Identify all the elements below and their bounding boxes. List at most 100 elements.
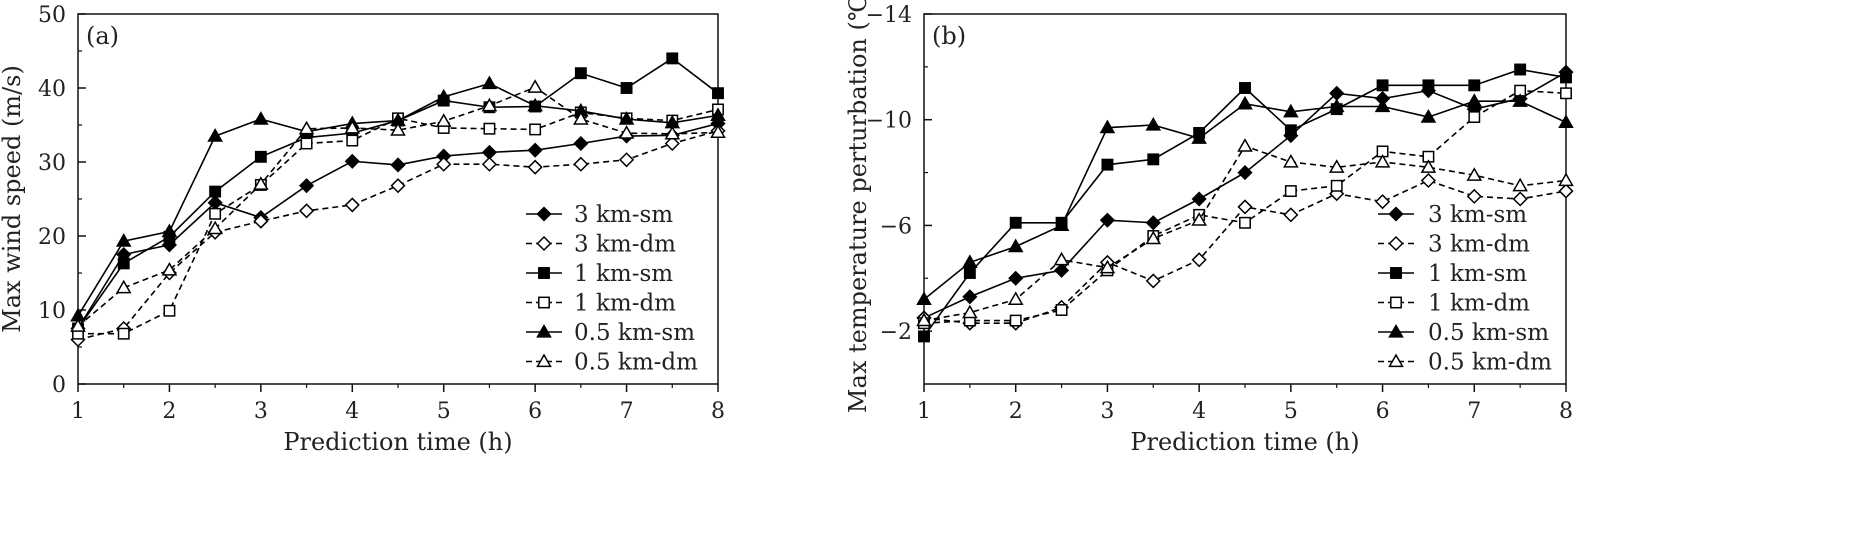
data-point-3-km-sm xyxy=(1191,191,1207,207)
legend-marker xyxy=(1388,235,1404,252)
x-tick-label: 8 xyxy=(711,399,725,424)
data-point-0-5-km-dm xyxy=(344,119,361,134)
data-point-1-km-sm xyxy=(1422,79,1435,92)
data-point-3-km-sm xyxy=(1054,262,1070,278)
legend-label: 3 km-sm xyxy=(1428,202,1527,228)
data-point-1-km-sm xyxy=(963,267,976,279)
data-point-0-5-km-sm xyxy=(962,254,978,269)
series-0-5-km-dm xyxy=(916,138,1574,327)
x-tick-label: 4 xyxy=(1192,399,1206,424)
x-tick-label: 5 xyxy=(437,399,451,424)
data-point-0-5-km-dm xyxy=(618,125,635,139)
data-point-0-5-km-sm xyxy=(481,75,498,90)
series-0-5-km-sm xyxy=(916,93,1574,306)
data-point-3-km-dm xyxy=(390,178,406,194)
data-point-3-km-dm xyxy=(1145,273,1161,289)
data-point-0-5-km-sm xyxy=(1328,98,1345,113)
legend-marker xyxy=(536,235,552,252)
series-0-5-km-dm xyxy=(70,79,726,332)
data-point-3-km-sm xyxy=(344,153,360,169)
data-point-0-5-km-dm xyxy=(1420,159,1437,173)
data-point-3-km-sm xyxy=(1099,212,1115,228)
data-point-0-5-km-sm xyxy=(161,223,178,238)
y-tick-label: −14 xyxy=(866,3,912,28)
data-point-0-5-km-sm xyxy=(527,97,543,112)
x-tick-label: 6 xyxy=(528,399,542,424)
legend-label: 1 km-sm xyxy=(574,261,673,287)
data-point-0-5-km-dm xyxy=(70,318,86,332)
y-tick-label: 10 xyxy=(38,299,66,324)
data-point-1-km-dm xyxy=(483,122,496,135)
data-point-0-5-km-sm xyxy=(1237,95,1253,110)
x-axis-label: Prediction time (h) xyxy=(1130,428,1359,456)
data-point-0-5-km-sm xyxy=(1466,93,1483,107)
legend-marker xyxy=(536,323,552,338)
data-point-0-5-km-sm xyxy=(1053,217,1070,232)
data-point-3-km-dm xyxy=(481,156,497,172)
x-tick-label: 3 xyxy=(254,399,268,424)
data-point-3-km-sm xyxy=(1145,215,1161,231)
data-point-1-km-sm xyxy=(1468,79,1481,92)
data-point-1-km-dm xyxy=(209,207,222,220)
legend-marker xyxy=(1388,206,1404,222)
data-point-3-km-dm xyxy=(1283,207,1299,223)
data-point-1-km-sm xyxy=(1147,153,1160,166)
data-point-3-km-sm xyxy=(390,157,406,173)
x-tick-label: 1 xyxy=(71,399,85,424)
data-point-1-km-dm xyxy=(1009,314,1022,327)
data-point-0-5-km-dm xyxy=(1191,212,1207,226)
y-tick-label: −10 xyxy=(866,109,912,134)
data-point-0-5-km-dm xyxy=(435,113,452,127)
data-point-0-5-km-sm xyxy=(1099,119,1116,134)
legend-marker xyxy=(536,353,552,368)
x-tick-label: 6 xyxy=(1376,399,1390,424)
data-point-3-km-dm xyxy=(573,156,589,172)
data-point-0-5-km-dm xyxy=(1237,138,1253,152)
panel-label: (a) xyxy=(86,22,119,50)
data-point-0-5-km-sm xyxy=(435,88,452,103)
data-point-3-km-dm xyxy=(619,152,635,168)
x-tick-label: 8 xyxy=(1559,399,1573,424)
x-tick-label: 1 xyxy=(917,399,931,424)
y-tick-label: −6 xyxy=(880,214,912,239)
legend-label: 3 km-dm xyxy=(1428,232,1530,258)
data-point-0-5-km-sm xyxy=(710,107,726,122)
data-point-3-km-dm xyxy=(253,213,269,229)
data-point-1-km-dm xyxy=(1330,179,1343,192)
data-point-0-5-km-dm xyxy=(573,111,589,125)
y-tick-label: 30 xyxy=(38,151,66,176)
data-point-3-km-dm xyxy=(1375,194,1391,210)
data-point-1-km-dm xyxy=(1055,304,1068,316)
data-point-0-5-km-sm xyxy=(1191,130,1207,144)
data-point-0-5-km-sm xyxy=(618,111,635,125)
legend-label: 3 km-dm xyxy=(574,232,676,258)
data-point-0-5-km-sm xyxy=(115,233,132,247)
data-point-0-5-km-dm xyxy=(664,125,681,140)
data-point-3-km-dm xyxy=(1466,188,1482,204)
data-point-3-km-sm xyxy=(1008,270,1024,286)
series-line-1-km-sm xyxy=(77,57,719,329)
data-point-0-5-km-dm xyxy=(161,262,178,276)
data-point-0-5-km-sm xyxy=(207,128,223,142)
legend-label: 0.5 km-dm xyxy=(574,350,698,376)
data-point-1-km-sm xyxy=(620,82,633,94)
data-point-3-km-sm xyxy=(962,289,978,305)
data-point-0-5-km-dm xyxy=(1374,153,1391,168)
data-point-0-5-km-dm xyxy=(298,120,315,135)
data-point-3-km-dm xyxy=(1512,191,1528,207)
data-point-3-km-dm xyxy=(344,197,360,213)
data-point-1-km-sm xyxy=(712,87,724,100)
data-point-0-5-km-dm xyxy=(253,176,269,190)
y-tick-label: 20 xyxy=(38,225,66,250)
legend-label: 1 km-dm xyxy=(574,291,676,317)
data-point-1-km-sm xyxy=(1514,63,1527,76)
data-point-1-km-dm xyxy=(117,327,130,340)
panel-b-temperature-perturbation: 1 2 3 4 5 6 7 8 −2 −6 −10 −14 Prediction time (h) Max… xyxy=(844,0,1574,456)
x-tick-label: 5 xyxy=(1284,399,1298,424)
data-point-3-km-dm xyxy=(436,156,452,172)
legend-label: 1 km-dm xyxy=(1428,291,1530,317)
x-tick-label: 4 xyxy=(345,399,359,424)
data-point-1-km-sm xyxy=(1284,124,1297,137)
data-point-3-km-dm xyxy=(1237,199,1253,215)
data-point-0-5-km-dm xyxy=(390,122,406,136)
